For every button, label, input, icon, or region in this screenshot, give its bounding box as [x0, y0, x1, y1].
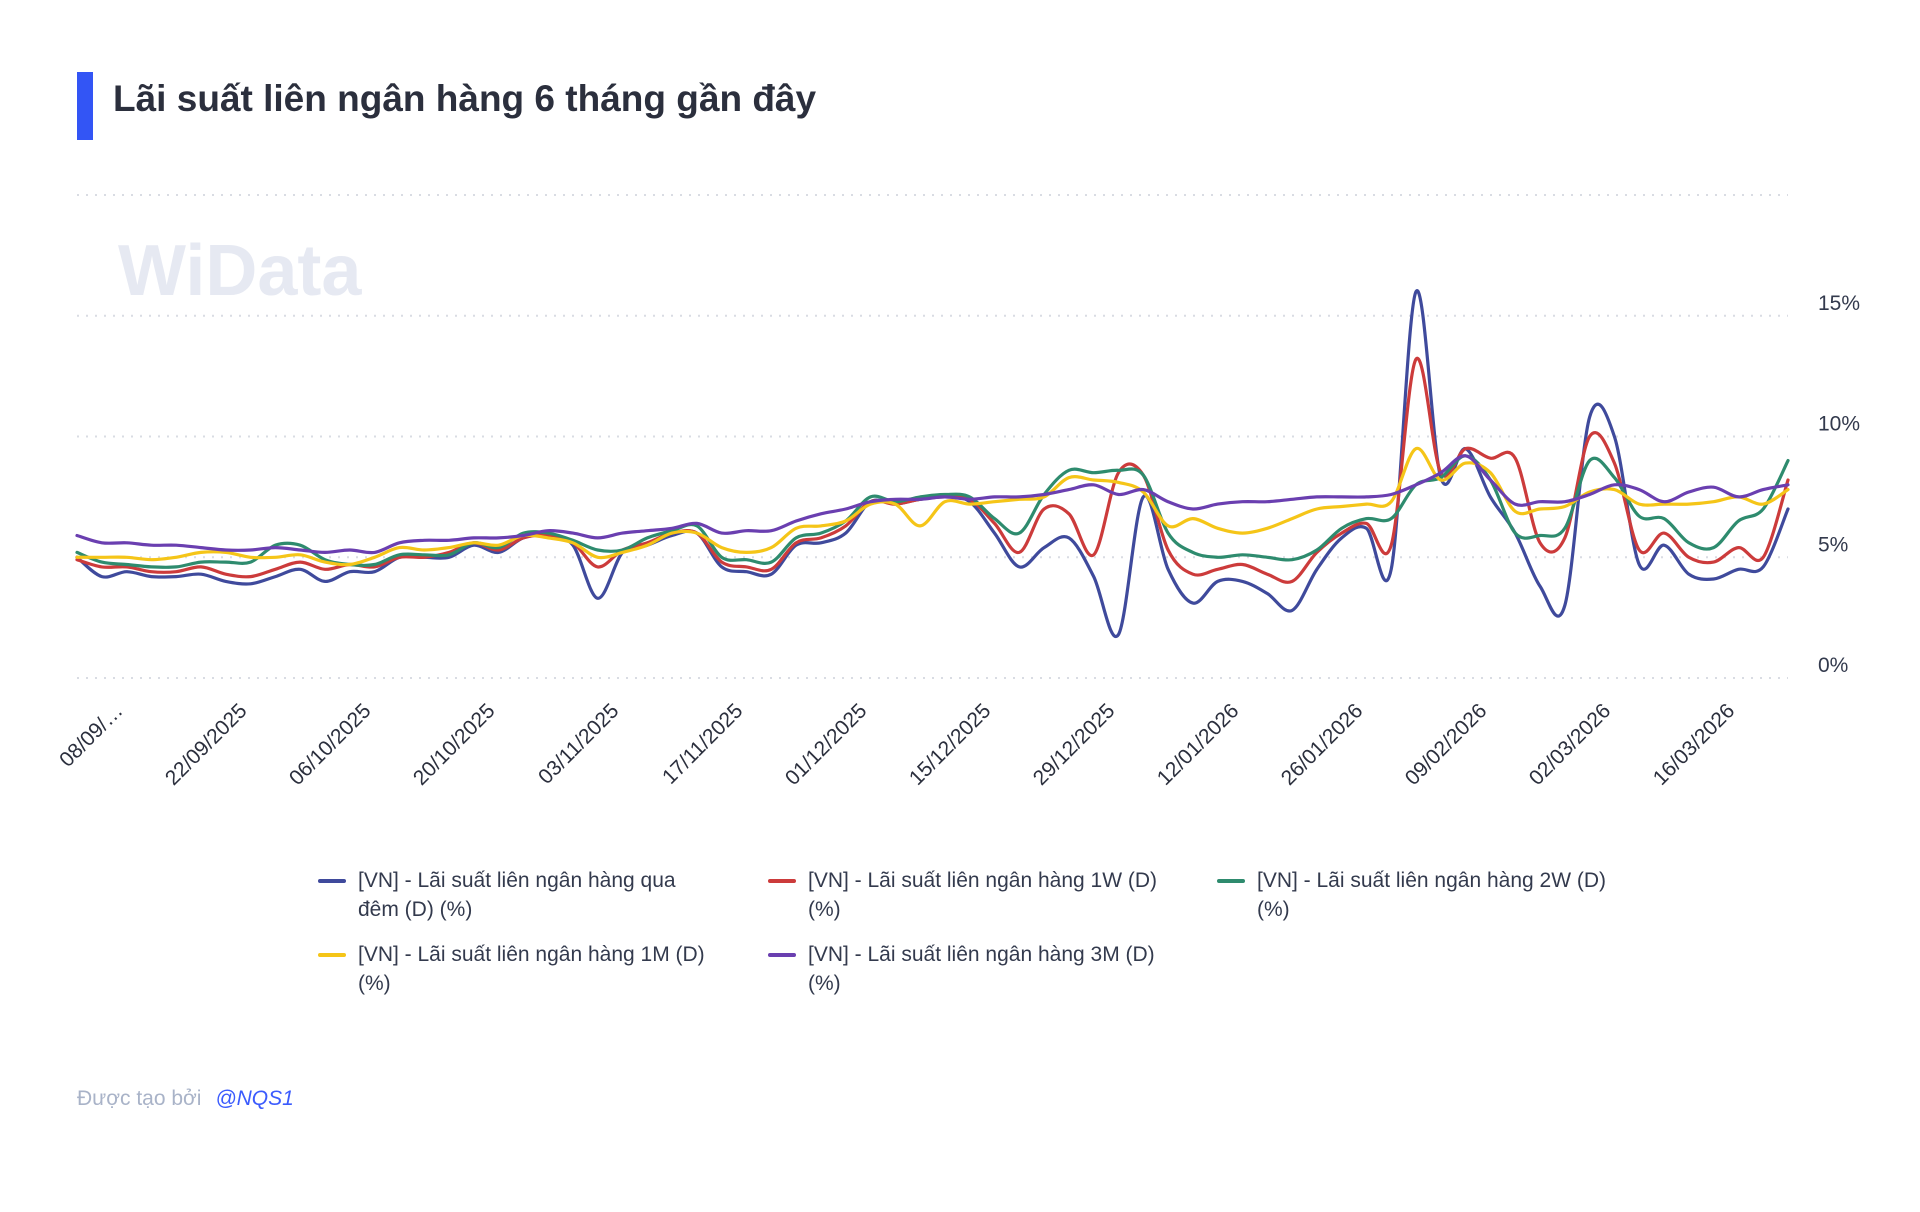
line-chart: WiData 0% 5% 10% 15% 08/09/… 22/09/2025 06/10…	[55, 194, 1860, 790]
series-line-2	[75, 454, 1790, 569]
x-tick-label: 03/11/2025	[534, 699, 623, 788]
x-tick-label: 16/03/2026	[1649, 699, 1740, 790]
chart-title: Lãi suất liên ngân hàng 6 tháng gần đây	[113, 78, 817, 119]
legend-swatch	[1217, 879, 1245, 883]
legend-item-overnight[interactable]: [VN] - Lãi suất liên ngân hàng qua đêm (…	[318, 866, 718, 924]
y-tick-label: 5%	[1818, 533, 1848, 556]
legend-item-1w[interactable]: [VN] - Lãi suất liên ngân hàng 1W (D) (%…	[768, 866, 1168, 924]
legend-label: [VN] - Lãi suất liên ngân hàng 2W (D) (%…	[1257, 869, 1607, 921]
legend-item-2w[interactable]: [VN] - Lãi suất liên ngân hàng 2W (D) (%…	[1217, 866, 1617, 924]
credit-user-link[interactable]: @NQS1	[215, 1087, 294, 1110]
series-line-3	[75, 446, 1790, 567]
x-tick-label: 09/02/2026	[1401, 699, 1492, 790]
legend-swatch	[768, 879, 796, 883]
x-tick-label: 26/01/2026	[1277, 699, 1368, 790]
x-tick-label: 06/10/2025	[285, 699, 376, 790]
x-tick-label: 20/10/2025	[409, 699, 500, 790]
legend-label: [VN] - Lãi suất liên ngân hàng 3M (D) (%…	[808, 943, 1155, 995]
legend-label: [VN] - Lãi suất liên ngân hàng 1M (D) (%…	[358, 943, 705, 995]
x-tick-label: 12/01/2026	[1153, 699, 1244, 790]
footer-credit: Được tạo bởi @NQS1	[77, 1087, 294, 1111]
y-tick-label: 15%	[1818, 292, 1860, 315]
x-tick-label: 17/11/2025	[658, 699, 747, 788]
title-accent-bar	[77, 72, 93, 140]
series-line-0	[75, 289, 1790, 639]
x-tick-label: 29/12/2025	[1029, 699, 1120, 790]
y-tick-label: 10%	[1818, 413, 1860, 436]
legend-label: [VN] - Lãi suất liên ngân hàng 1W (D) (%…	[808, 869, 1158, 921]
series-line-1	[75, 357, 1790, 584]
x-tick-label: 15/12/2025	[905, 699, 996, 790]
x-tick-label: 22/09/2025	[161, 699, 252, 790]
legend-item-3m[interactable]: [VN] - Lãi suất liên ngân hàng 3M (D) (%…	[768, 940, 1168, 998]
credit-prefix: Được tạo bởi	[77, 1087, 202, 1110]
legend-swatch	[768, 953, 796, 957]
legend-swatch	[318, 953, 346, 957]
legend-item-1m[interactable]: [VN] - Lãi suất liên ngân hàng 1M (D) (%…	[318, 940, 718, 998]
y-tick-label: 0%	[1818, 654, 1848, 677]
x-tick-label: 02/03/2026	[1525, 699, 1616, 790]
series-line-4	[75, 454, 1790, 555]
watermark-logo: WiData	[118, 231, 362, 311]
legend-label: [VN] - Lãi suất liên ngân hàng qua đêm (…	[358, 869, 676, 921]
x-tick-label: 01/12/2025	[781, 699, 872, 790]
legend-swatch	[318, 879, 346, 883]
x-tick-label: 08/09/…	[55, 699, 127, 771]
